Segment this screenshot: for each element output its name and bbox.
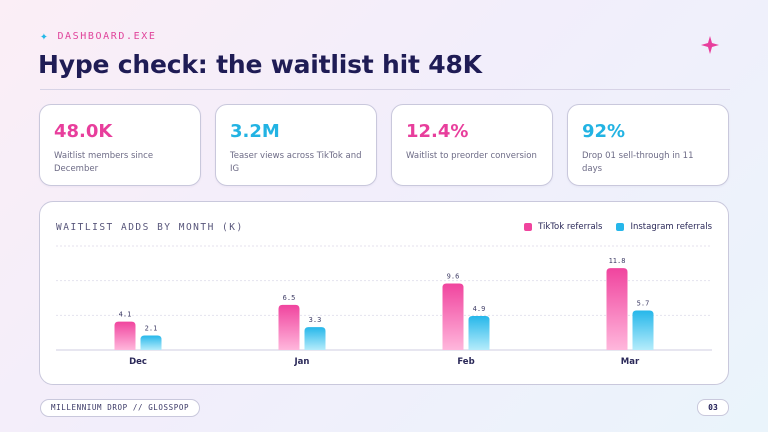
data-label: 5.7 xyxy=(637,299,650,307)
kpi-label: Waitlist members since December xyxy=(54,151,154,174)
bar-tiktok-referrals-mar xyxy=(606,268,628,350)
bar-tiktok-referrals-jan xyxy=(278,304,300,350)
data-label: 4.9 xyxy=(473,305,486,313)
title-divider xyxy=(40,89,730,90)
bar-instagram-referrals-feb xyxy=(468,316,490,350)
legend-swatch-instagram xyxy=(616,223,625,231)
x-tick-label: Jan xyxy=(294,357,310,367)
data-label: 3.3 xyxy=(309,316,322,324)
kpi-label: Drop 01 sell-through in 11 days xyxy=(582,151,694,174)
page-number: 03 xyxy=(697,399,729,416)
eyebrow-label: DASHBOARD.EXE xyxy=(57,31,157,42)
bar-instagram-referrals-mar xyxy=(632,310,654,350)
x-tick-label: Mar xyxy=(621,357,640,367)
data-label: 2.1 xyxy=(145,324,158,332)
data-label: 9.6 xyxy=(447,272,460,280)
legend-swatch-tiktok xyxy=(524,223,533,231)
kpi-label: Waitlist to preorder conversion xyxy=(406,151,537,161)
kpi-value: 12.4% xyxy=(406,121,469,142)
kpi-value: 3.2M xyxy=(230,121,280,142)
sparkle-decoration-icon xyxy=(701,36,719,54)
bar-tiktok-referrals-dec xyxy=(114,321,136,350)
chart-legend: TikTok referrals Instagram referrals xyxy=(524,222,712,232)
chart-title: WAITLIST ADDS BY MONTH (K) xyxy=(56,222,244,233)
footer-pill: MILLENNIUM DROP // GLOSSPOP xyxy=(40,399,201,417)
data-label: 4.1 xyxy=(119,311,132,319)
kpi-label: Teaser views across TikTok and IG xyxy=(230,151,362,174)
legend-label: TikTok referrals xyxy=(538,222,603,232)
bar-instagram-referrals-dec xyxy=(140,335,162,350)
data-label: 11.8 xyxy=(609,257,626,265)
legend-label: Instagram referrals xyxy=(630,222,712,232)
bar-instagram-referrals-jan xyxy=(304,327,326,350)
kpi-value: 48.0K xyxy=(54,121,113,142)
kpi-card-waitlist: 48.0K Waitlist members since December xyxy=(39,104,201,186)
legend-item-instagram: Instagram referrals xyxy=(616,222,712,232)
page-title: Hype check: the waitlist hit 48K xyxy=(38,50,482,79)
kpi-card-conversion: 12.4% Waitlist to preorder conversion xyxy=(391,104,553,186)
eyebrow: ✦ DASHBOARD.EXE xyxy=(40,28,157,44)
kpi-card-sell-through: 92% Drop 01 sell-through in 11 days xyxy=(567,104,729,186)
x-tick-label: Feb xyxy=(457,357,474,367)
legend-item-tiktok: TikTok referrals xyxy=(524,222,602,232)
kpi-value: 92% xyxy=(582,121,626,142)
kpi-card-teaser-views: 3.2M Teaser views across TikTok and IG xyxy=(215,104,377,186)
bar-tiktok-referrals-feb xyxy=(442,283,464,350)
x-tick-label: Dec xyxy=(129,357,147,367)
sparkle-icon: ✦ xyxy=(40,28,50,44)
data-label: 6.5 xyxy=(283,294,296,302)
